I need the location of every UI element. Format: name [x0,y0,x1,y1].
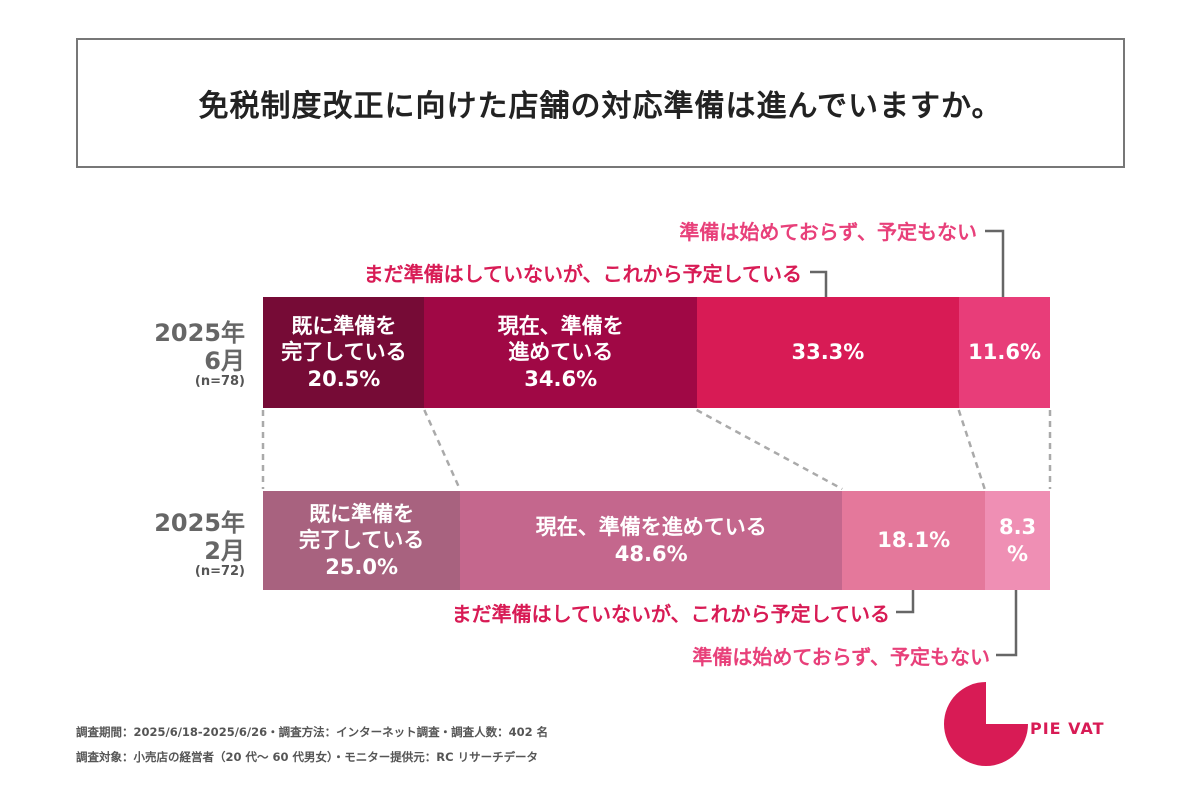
connector-line [957,409,986,490]
row-month: 2月 [204,536,245,565]
row-year: 2025年 [154,509,245,537]
data-label: 48.6% [614,541,688,566]
callout-planned-top: まだ準備はしていないが、これから予定している [363,262,802,286]
row-month: 6月 [204,346,245,375]
data-label: 完了している [281,340,407,365]
bar-segment: 18.1% [842,491,986,590]
bar-segment: 11.6% [958,297,1051,408]
data-label: 8.3 [998,515,1037,540]
logo-text: PIE VAT [1030,719,1105,738]
bar-segment: 既に準備を 完了している 25.0% [263,491,461,590]
bar-segment: 33.3% [696,297,960,408]
row-year: 2025年 [154,319,245,347]
connector-line [423,409,461,490]
callout-leader-line [985,229,1005,318]
data-label: % [1007,541,1029,566]
chart-title: 免税制度改正に向けた店舗の対応準備は進んでいますか。 [198,89,1003,124]
data-label: 現在、準備を [497,314,624,339]
bar-segment: 現在、準備を進めている 48.6% [459,491,843,590]
callout-planned-bottom: まだ準備はしていないが、これから予定している [451,602,890,626]
data-label: 11.6% [968,340,1042,365]
data-label: 進めている [508,340,614,365]
title-box: 免税制度改正に向けた店舗の対応準備は進んでいますか。 [76,38,1125,168]
bar-segment: 8.3% [984,491,1051,590]
data-label: 20.5% [307,366,381,391]
row-n: (n=78) [194,374,245,390]
bar-segment: 現在、準備を 進めている 34.6% [424,297,698,408]
data-label: 現在、準備を進めている [535,515,767,540]
footnote-survey-period: 調査期間：2025/6/18-2025/6/26・調査方法：インターネット調査・… [76,725,549,739]
data-label: 既に準備を [291,314,397,339]
callout-leader-line [996,575,1018,657]
data-label: 33.3% [791,340,865,365]
data-label: 34.6% [524,366,598,391]
footnote: 調査期間：2025/6/18-2025/6/26・調査方法：インターネット調査・… [76,720,548,770]
data-label: 完了している [298,528,425,553]
data-label: 25.0% [325,554,399,579]
row-label-february: 2025年 2月 (n=72) [154,509,245,580]
row-label-june: 2025年 6月 (n=78) [154,319,245,390]
connector-line [696,408,843,491]
callout-not-started-top: 準備は始めておらず、予定もない [679,220,977,244]
row-n: (n=72) [194,564,245,580]
data-label: 既に準備を [309,502,415,527]
data-label: 18.1% [877,528,951,553]
pie-vat-logo-icon [944,682,1028,766]
callout-not-started-bottom: 準備は始めておらず、予定もない [692,645,990,669]
bar-segment: 既に準備を 完了している 20.5% [263,297,425,408]
footnote-survey-target: 調査対象：小売店の経営者（20 代～ 60 代男女）・モニター提供元：RC リサ… [76,750,539,764]
